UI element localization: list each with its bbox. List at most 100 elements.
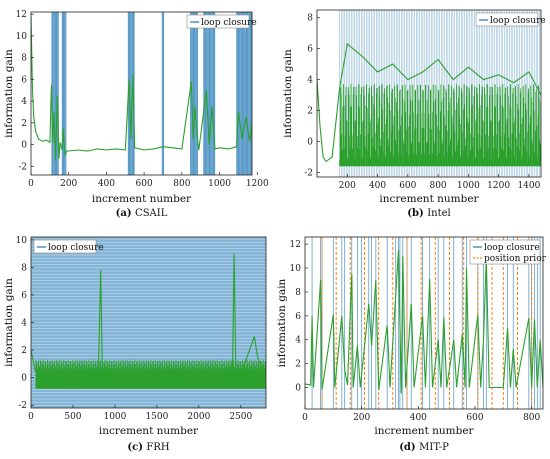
legend-label: position prior <box>484 254 547 264</box>
x-tick-label: 800 <box>523 413 540 423</box>
caption-letter: (d) <box>399 442 419 453</box>
caption: (b) Intel <box>407 208 450 219</box>
y-tick-label: 10 <box>16 32 28 42</box>
x-tick-label: 500 <box>64 412 81 422</box>
y-tick-label: -2 <box>18 401 27 411</box>
x-tick-label: 200 <box>353 413 370 423</box>
plot-area <box>317 10 541 177</box>
y-tick-label: 0 <box>21 374 27 384</box>
chart-a: 0 200 400 600 800 1000 1200-2024681012incremen… <box>3 10 269 219</box>
y-tick-label: 10 <box>290 264 302 274</box>
y-tick-label: 4 <box>295 336 301 346</box>
x-tick-label: 200 <box>339 181 356 191</box>
y-tick-label: 0 <box>21 141 27 151</box>
x-axis-label: increment number <box>379 193 479 205</box>
x-tick-label: 1400 <box>517 181 540 191</box>
y-tick-label: 10 <box>16 236 28 246</box>
y-tick-label: -2 <box>18 162 27 172</box>
y-tick-label: 0 <box>295 384 301 394</box>
x-tick-label: 600 <box>466 413 483 423</box>
information-gain-line <box>317 42 541 163</box>
legend-label: loop closure <box>48 243 104 253</box>
x-axis-label: increment number <box>92 193 192 205</box>
x-tick-label: 1500 <box>145 412 168 422</box>
y-tick-label: 0 <box>307 137 313 147</box>
x-tick-label: 800 <box>429 181 446 191</box>
axes-frame <box>316 9 542 178</box>
y-tick-label: 12 <box>16 10 27 20</box>
y-axis-label: information gain <box>3 278 15 367</box>
legend-label: loop closure <box>484 243 540 253</box>
y-tick-label: 2 <box>21 346 27 356</box>
x-tick-label: 400 <box>410 413 427 423</box>
chart-b: 200 400 600 800 1000 1200 1400 -2 0 2 4 6 8 increment… <box>282 9 546 219</box>
caption-letter: (a) <box>116 208 135 219</box>
y-tick-label: 6 <box>21 75 27 85</box>
x-axis-label: increment number <box>99 425 199 437</box>
legend-box <box>469 239 541 265</box>
caption-text: Intel <box>427 208 451 219</box>
plot-area <box>31 237 266 408</box>
x-tick-label: 600 <box>136 179 153 189</box>
legend: loop closure <box>475 12 546 27</box>
x-tick-label: 1000 <box>457 181 480 191</box>
y-tick-label: 4 <box>21 319 27 329</box>
y-tick-label: 6 <box>21 291 27 301</box>
x-tick-label: 800 <box>173 179 190 189</box>
caption-text: FRH <box>146 442 169 453</box>
y-axis-label: information gain <box>282 49 294 138</box>
y-tick-label: 12 <box>290 240 301 250</box>
y-tick-label: 4 <box>307 76 313 86</box>
legend-label: loop closure <box>490 16 546 26</box>
x-tick-label: 400 <box>369 181 386 191</box>
x-tick-label: 2000 <box>187 412 210 422</box>
x-tick-label: 600 <box>399 181 416 191</box>
legend-box <box>186 14 250 29</box>
y-tick-label: 2 <box>21 119 27 129</box>
x-axis-label: increment number <box>374 425 474 437</box>
y-axis-label: information gain <box>3 49 15 138</box>
y-tick-label: 2 <box>295 360 301 370</box>
caption-text: MIT-P <box>419 442 449 453</box>
y-tick-label: 8 <box>21 54 27 64</box>
x-tick-label: 2500 <box>229 412 252 422</box>
axes-frame <box>304 236 544 410</box>
y-tick-label: 6 <box>307 45 313 55</box>
legend: loop closure <box>186 14 257 29</box>
legend-label: loop closure <box>201 18 257 28</box>
chart-d: 0 200 400 600 800 0 2 4 6 8 10 12 increment number in… <box>276 236 547 453</box>
y-tick-label: 8 <box>295 288 301 298</box>
legend-box <box>33 239 97 254</box>
legend-box <box>475 12 539 27</box>
information-gain-line <box>31 16 252 161</box>
x-tick-label: 1000 <box>208 179 231 189</box>
x-tick-label: 1000 <box>103 412 126 422</box>
plot-area <box>305 237 543 409</box>
caption: (a) CSAIL <box>116 208 168 219</box>
x-tick-label: 200 <box>60 179 77 189</box>
x-tick-label: 400 <box>98 179 115 189</box>
x-tick-label: 0 <box>302 413 308 423</box>
caption-letter: (b) <box>407 208 427 219</box>
legend: loop closure <box>33 239 104 254</box>
y-tick-label: 4 <box>21 97 27 107</box>
caption: (c) FRH <box>127 442 170 453</box>
caption: (d) MIT-P <box>399 442 449 453</box>
y-tick-label: 8 <box>21 263 27 273</box>
axes-frame <box>30 11 253 176</box>
x-tick-label: 0 <box>28 412 34 422</box>
x-tick-label: 0 <box>28 179 34 189</box>
caption-letter: (c) <box>127 442 146 453</box>
information-gain-line <box>305 250 543 394</box>
x-tick-label: 1200 <box>487 181 510 191</box>
y-tick-label: 2 <box>307 107 313 117</box>
x-tick-label: 1200 <box>246 179 269 189</box>
y-tick-label: 8 <box>307 14 313 24</box>
y-tick-label: 6 <box>295 312 301 322</box>
y-axis-label: information gain <box>276 278 288 367</box>
y-tick-label: -2 <box>304 168 313 178</box>
caption-text: CSAIL <box>135 208 168 219</box>
